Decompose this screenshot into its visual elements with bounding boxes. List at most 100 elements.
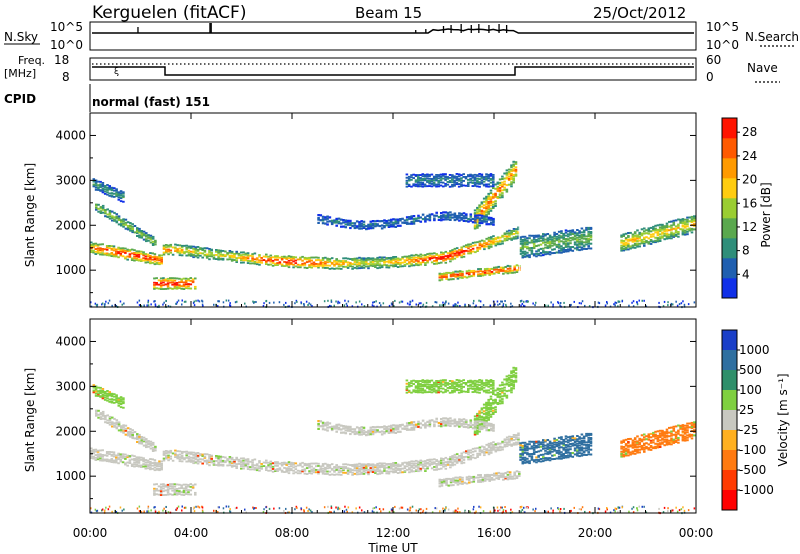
- power-cell: [467, 181, 470, 184]
- power-noise: [552, 303, 554, 306]
- velocity-cell: [226, 458, 229, 460]
- power-cell: [656, 237, 660, 240]
- velocity-cell: [378, 430, 382, 434]
- power-cell: [658, 237, 662, 240]
- power-noise: [526, 300, 529, 303]
- power-cell: [376, 267, 379, 270]
- power-cell: [299, 258, 302, 261]
- velocity-cell: [230, 465, 234, 468]
- velocity-cell: [512, 436, 516, 438]
- velocity-cell: [455, 460, 459, 463]
- velocity-cell: [128, 459, 132, 462]
- power-cell: [194, 254, 198, 257]
- power-cell: [439, 177, 443, 179]
- power-cell: [519, 248, 522, 251]
- velocity-cell: [165, 450, 168, 452]
- power-cell: [376, 262, 379, 265]
- velocity-cell: [160, 466, 163, 469]
- power-cell: [417, 178, 420, 180]
- velocity-cell: [446, 460, 450, 463]
- power-cell: [589, 232, 593, 235]
- velocity-cell: [505, 396, 509, 399]
- power-noise: [523, 300, 525, 303]
- velocity-cell: [158, 469, 161, 472]
- power-cell: [487, 223, 491, 226]
- power-cell: [503, 235, 507, 238]
- velocity-cell: [269, 462, 273, 465]
- power-cell: [155, 287, 158, 290]
- velocity-cell: [162, 494, 165, 496]
- power-cell: [521, 244, 525, 247]
- power-cell: [483, 268, 487, 271]
- power-cell: [487, 212, 490, 215]
- velocity-cell: [189, 483, 193, 485]
- velocity-cell: [437, 463, 441, 466]
- velocity-cell: [187, 493, 190, 496]
- velocity-cell: [362, 472, 366, 475]
- power-cell: [146, 255, 150, 258]
- power-cell: [428, 258, 432, 261]
- velocity-cell: [380, 470, 384, 473]
- power-noise: [344, 299, 346, 302]
- power-noise: [193, 300, 195, 303]
- velocity-cell: [196, 458, 200, 461]
- velocity-cell: [390, 429, 393, 432]
- power-cell: [435, 254, 438, 256]
- power-cell: [158, 257, 161, 260]
- velocity-cell: [374, 472, 377, 474]
- power-noise: [265, 300, 267, 303]
- power-cell: [487, 175, 490, 178]
- power-cell: [499, 243, 502, 246]
- power-cell: [335, 221, 338, 224]
- power-cell: [670, 220, 673, 223]
- velocity-cell: [228, 464, 232, 467]
- velocity-cell: [499, 475, 503, 478]
- power-cell: [90, 244, 93, 246]
- power-cell: [271, 259, 275, 262]
- power-cell: [387, 222, 391, 225]
- power-cell: [487, 243, 491, 246]
- power-cell: [122, 225, 125, 228]
- power-cell: [242, 253, 245, 256]
- power-cell: [310, 256, 313, 259]
- velocity-cell: [108, 415, 112, 418]
- power-cell: [455, 251, 459, 254]
- power-cell: [267, 258, 270, 261]
- velocity-cell: [166, 489, 170, 492]
- velocity-cell: [120, 425, 123, 428]
- velocity-cell: [374, 464, 377, 467]
- velocity-cell: [521, 456, 525, 459]
- power-cell: [244, 252, 248, 255]
- velocity-cell: [321, 469, 325, 472]
- velocity-cell: [576, 446, 579, 449]
- velocity-cell: [108, 392, 111, 395]
- power-cell: [467, 174, 470, 177]
- power-cell: [505, 169, 509, 172]
- power-cell: [521, 246, 525, 249]
- power-cell: [469, 181, 472, 184]
- power-cell: [376, 258, 379, 261]
- velocity-cell: [663, 432, 666, 435]
- velocity-cell: [494, 450, 498, 453]
- velocity-cell: [265, 459, 268, 462]
- power-cell: [693, 215, 696, 218]
- power-cell: [428, 257, 432, 259]
- power-noise: [193, 304, 196, 307]
- power-noise: [559, 302, 562, 304]
- power-cell: [367, 225, 370, 228]
- power-cell: [326, 264, 329, 267]
- power-cell: [401, 221, 404, 224]
- power-cell: [287, 266, 291, 269]
- power-cell: [315, 265, 318, 268]
- velocity-cell: [290, 461, 293, 464]
- velocity-cell: [317, 424, 320, 427]
- power-noise: [454, 303, 456, 306]
- velocity-cell: [94, 448, 98, 451]
- power-cell: [412, 215, 416, 218]
- power-cell: [164, 288, 168, 290]
- power-cell: [355, 220, 359, 223]
- velocity-cell: [412, 464, 416, 467]
- velocity-cell: [255, 463, 259, 466]
- power-cell: [446, 177, 450, 180]
- velocity-cell: [97, 409, 100, 412]
